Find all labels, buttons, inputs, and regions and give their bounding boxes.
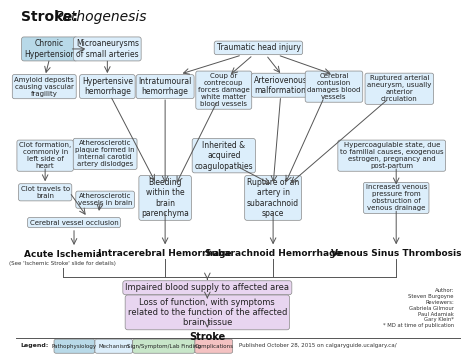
Text: Sign/Symptom/Lab Finding: Sign/Symptom/Lab Finding: [127, 344, 201, 349]
Text: Atherosclerotic
vessels in brain: Atherosclerotic vessels in brain: [78, 193, 132, 206]
Text: Microaneurysms
of small arteries: Microaneurysms of small arteries: [76, 39, 139, 59]
Text: (See 'Ischemic Stroke' slide for details): (See 'Ischemic Stroke' slide for details…: [9, 261, 116, 266]
Text: Chronic
Hypertension: Chronic Hypertension: [24, 39, 75, 59]
FancyBboxPatch shape: [54, 339, 95, 353]
Text: Ruptured arterial
aneurysm, usually
anterior
circulation: Ruptured arterial aneurysm, usually ante…: [367, 75, 431, 102]
Text: Pathophysiology: Pathophysiology: [52, 344, 97, 349]
FancyBboxPatch shape: [195, 339, 233, 353]
Text: Clot formation,
commonly in
left side of
heart: Clot formation, commonly in left side of…: [19, 142, 71, 169]
Text: Increased venous
pressure from
obstruction of
venous drainage: Increased venous pressure from obstructi…: [365, 185, 427, 212]
Text: Legend:: Legend:: [21, 343, 49, 348]
Text: Clot travels to
brain: Clot travels to brain: [20, 186, 70, 199]
Text: Published October 28, 2015 on calgaryguide.ucalgary.ca/: Published October 28, 2015 on calgarygui…: [239, 343, 397, 348]
Text: Hypercoagulable state, due
to familial causes, exogenous
estrogen, pregnancy and: Hypercoagulable state, due to familial c…: [340, 142, 444, 169]
Text: Stroke:: Stroke:: [21, 10, 82, 24]
Text: Coup or
contrecoup
forces damage
white matter
blood vessels: Coup or contrecoup forces damage white m…: [198, 73, 250, 107]
Text: Author:
Steven Burgoyne
Reviewers:
Gabriela Gilmour
Paul Adamiak
Gary Klein*
* M: Author: Steven Burgoyne Reviewers: Gabri…: [383, 289, 454, 328]
Text: Complications: Complications: [194, 344, 233, 349]
FancyBboxPatch shape: [133, 339, 195, 353]
FancyBboxPatch shape: [95, 339, 133, 353]
Text: Cerebral
contusion
damages blood
vessels: Cerebral contusion damages blood vessels: [307, 73, 361, 100]
Text: Cerebral vessel occlusion: Cerebral vessel occlusion: [30, 220, 118, 225]
Text: Subarachnoid Hemorrhage: Subarachnoid Hemorrhage: [205, 249, 341, 258]
Text: Rupture of an
artery in
subarachnoid
space: Rupture of an artery in subarachnoid spa…: [247, 178, 299, 218]
Text: Arteriovenous
malformation: Arteriovenous malformation: [254, 76, 308, 95]
Text: Bleeding
within the
brain
parenchyma: Bleeding within the brain parenchyma: [141, 178, 189, 218]
Text: Traumatic head injury: Traumatic head injury: [217, 43, 301, 53]
Text: Inherited &
acquired
coagulopathies: Inherited & acquired coagulopathies: [194, 141, 253, 170]
Text: Impaired blood supply to affected area: Impaired blood supply to affected area: [125, 283, 289, 292]
Text: Acute Ischemia: Acute Ischemia: [24, 250, 102, 259]
Text: Loss of function, with symptoms
related to the function of the affected
brain ti: Loss of function, with symptoms related …: [128, 297, 287, 327]
Text: Intratumoural
hemorrhage: Intratumoural hemorrhage: [138, 77, 192, 96]
Text: Amyloid deposits
causing vascular
fragility: Amyloid deposits causing vascular fragil…: [14, 77, 74, 97]
Text: Hypertensive
hemorrhage: Hypertensive hemorrhage: [82, 77, 133, 96]
Text: Atherosclerotic
plaque formed in
internal carotid
artery dislodges: Atherosclerotic plaque formed in interna…: [75, 140, 135, 168]
Text: Stroke: Stroke: [189, 332, 226, 342]
Text: Venous Sinus Thrombosis: Venous Sinus Thrombosis: [331, 249, 462, 258]
Text: Mechanism: Mechanism: [98, 344, 129, 349]
Text: Pathogenesis: Pathogenesis: [55, 10, 147, 24]
Text: Intracerebral Hemorrhage: Intracerebral Hemorrhage: [98, 249, 232, 258]
